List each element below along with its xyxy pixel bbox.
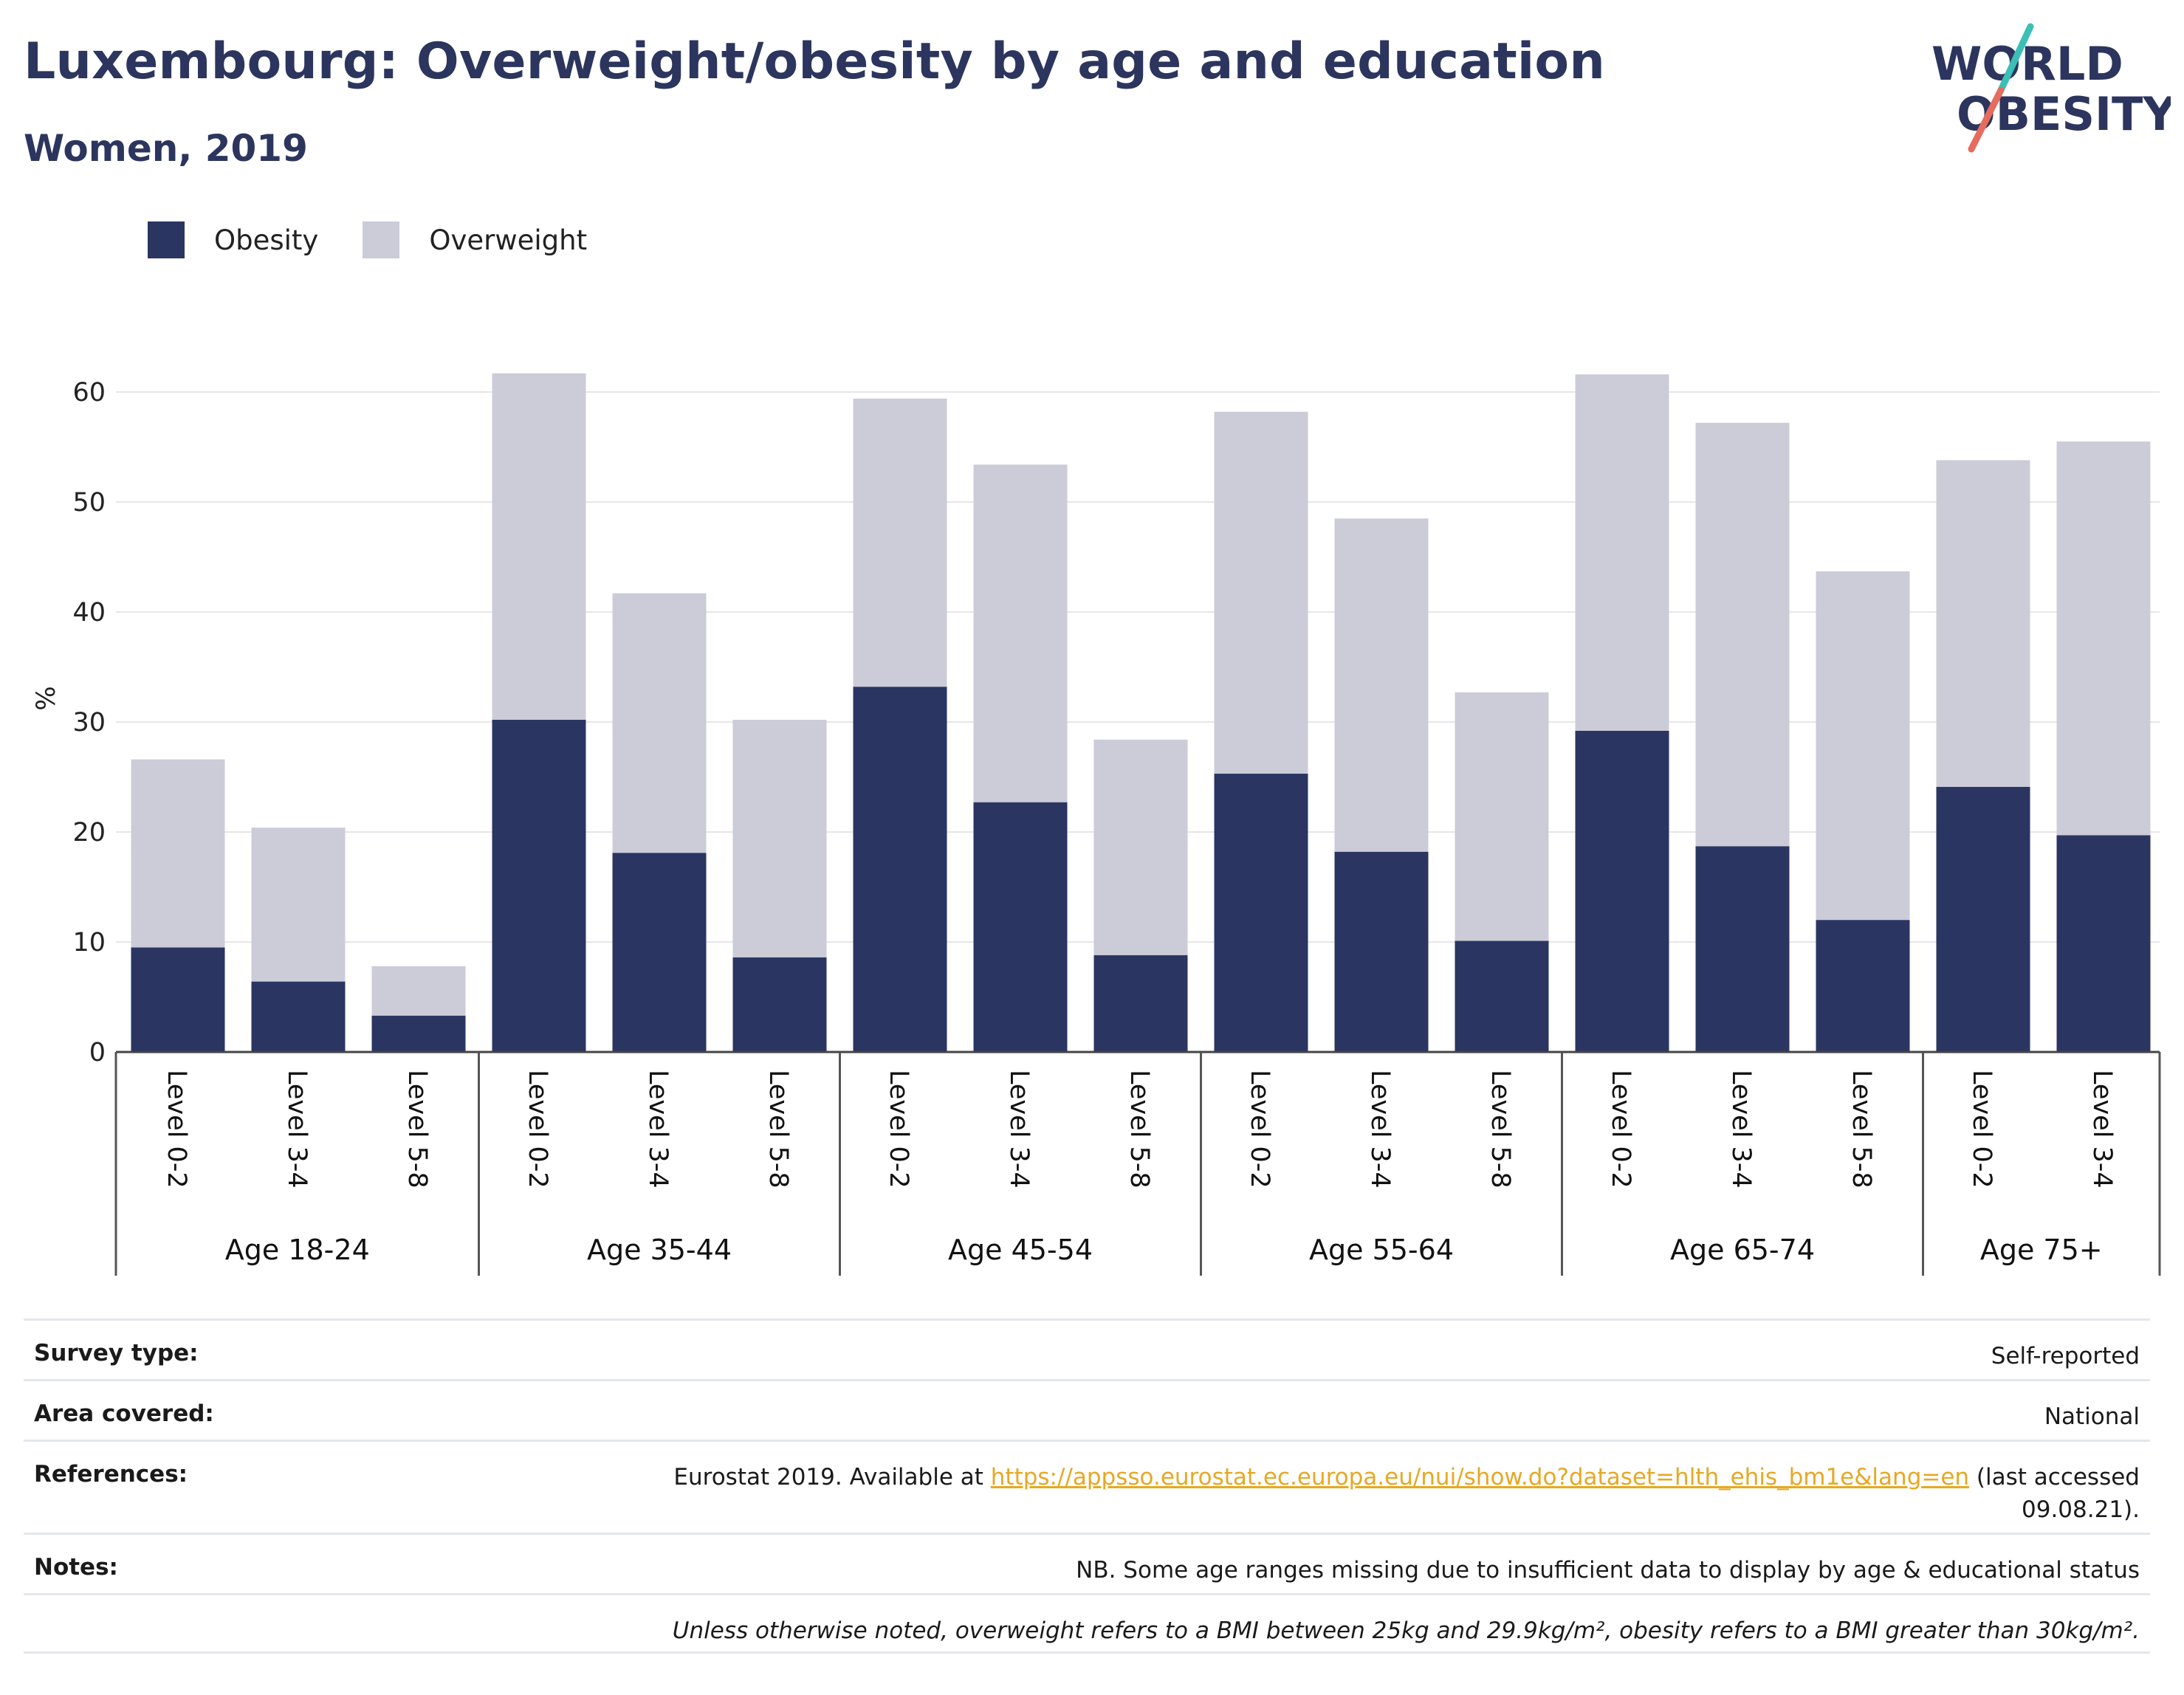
- x-category-label: Level 0-2: [884, 1070, 913, 1189]
- bar-overweight: [1936, 460, 2030, 787]
- x-group-label: Age 75+: [1980, 1234, 2103, 1266]
- chart-legend: Obesity Overweight: [148, 220, 631, 260]
- bar-overweight: [371, 966, 466, 1016]
- bar-obesity: [1816, 920, 1910, 1052]
- references-label: References:: [34, 1461, 188, 1488]
- notes-label: Notes:: [34, 1554, 118, 1581]
- y-tick-label: 10: [72, 928, 106, 957]
- logo-word-world: WORLD: [1931, 37, 2123, 91]
- bar-obesity: [1334, 851, 1429, 1052]
- bar-overweight: [1214, 411, 1308, 774]
- bars: [131, 373, 2151, 1052]
- x-category-label: Level 3-4: [282, 1070, 312, 1189]
- legend-label-overweight: Overweight: [429, 224, 588, 256]
- bar-obesity: [732, 957, 827, 1052]
- y-tick-label: 60: [72, 378, 106, 408]
- x-group-label: Age 45-54: [948, 1234, 1093, 1266]
- x-category-label: Level 5-8: [763, 1070, 793, 1189]
- bar-overweight: [612, 593, 707, 853]
- references-link[interactable]: https://appsso.eurostat.ec.europa.eu/nui…: [990, 1464, 1970, 1491]
- axes: 0 10 20 30 40 50 60 Level 0-2 Level 3-4 Level 5-8…: [72, 378, 2161, 1276]
- references-suffix: (last accessed 09.08.21).: [1969, 1464, 2140, 1523]
- x-category-label: Level 0-2: [1967, 1070, 1996, 1189]
- x-category-label: Level 0-2: [162, 1070, 191, 1189]
- x-group-label: Age 35-44: [587, 1234, 732, 1266]
- x-group-label: Age 18-24: [225, 1234, 370, 1266]
- y-axis-label: %: [32, 686, 61, 710]
- x-category-label: Level 0-2: [523, 1070, 552, 1189]
- bar-overweight: [131, 759, 225, 948]
- x-group-label: Age 55-64: [1309, 1234, 1454, 1266]
- notes-value: NB. Some age ranges missing due to insuf…: [1076, 1557, 2140, 1584]
- stacked-bar-chart: 0 10 20 30 40 50 60 Level 0-2 Level 3-4 Level 5-8…: [32, 373, 2161, 1276]
- x-category-label: Level 5-8: [402, 1070, 432, 1189]
- bar-obesity: [973, 802, 1068, 1052]
- bar-obesity: [492, 720, 586, 1052]
- bar-overweight: [1575, 374, 1669, 731]
- legend-item-obesity[interactable]: Obesity: [148, 221, 318, 258]
- legend-item-overweight[interactable]: Overweight: [363, 221, 587, 258]
- x-group-label: Age 65-74: [1670, 1234, 1815, 1266]
- bar-overweight: [1093, 739, 1188, 955]
- x-category-label: Level 5-8: [1847, 1070, 1876, 1189]
- bar-obesity: [853, 687, 947, 1052]
- bar-overweight: [853, 398, 947, 687]
- survey-type-label: Survey type:: [34, 1340, 199, 1366]
- x-category-label: Level 3-4: [2087, 1070, 2117, 1189]
- bar-obesity: [612, 853, 707, 1052]
- info-row-survey-type: Survey type: Self-reported: [24, 1318, 2150, 1379]
- x-category-label: Level 5-8: [1486, 1070, 1515, 1189]
- bar-overweight: [732, 720, 827, 957]
- info-row-references: References: Eurostat 2019. Available at …: [24, 1440, 2150, 1533]
- x-category-label: Level 3-4: [1004, 1070, 1034, 1189]
- legend-swatch-obesity: [148, 221, 185, 258]
- bar-obesity: [371, 1015, 466, 1052]
- x-category-label: Level 0-2: [1606, 1070, 1635, 1189]
- survey-type-value: Self-reported: [1991, 1343, 2140, 1369]
- references-prefix: Eurostat 2019. Available at: [673, 1464, 991, 1491]
- y-tick-label: 40: [72, 598, 106, 628]
- bar-overweight: [1816, 571, 1910, 921]
- references-value: Eurostat 2019. Available at https://apps…: [589, 1461, 2140, 1526]
- info-row-area-covered: Area covered: National: [24, 1379, 2150, 1440]
- bar-overweight: [492, 373, 586, 721]
- y-tick-label: 0: [89, 1038, 106, 1067]
- x-category-label: Level 0-2: [1245, 1070, 1274, 1189]
- logo-slash-bottom: [1968, 86, 2005, 153]
- bar-obesity: [1695, 846, 1790, 1052]
- world-obesity-logo: WORLD OBESITY: [1931, 23, 2171, 153]
- x-category-label: Level 3-4: [643, 1070, 673, 1189]
- bar-obesity: [2056, 835, 2151, 1052]
- legend-label-obesity: Obesity: [214, 224, 319, 256]
- x-category-label: Level 5-8: [1124, 1070, 1154, 1189]
- chart-subtitle: Women, 2019: [24, 127, 308, 170]
- y-tick-label: 20: [72, 818, 106, 848]
- chart-title: Luxembourg: Overweight/obesity by age an…: [24, 32, 1605, 91]
- bar-obesity: [1214, 774, 1308, 1052]
- bar-overweight: [973, 464, 1068, 802]
- info-row-notes: Notes: NB. Some age ranges missing due t…: [24, 1533, 2150, 1593]
- info-row-definition: Unless otherwise noted, overweight refer…: [24, 1593, 2150, 1654]
- bar-overweight: [1334, 518, 1429, 852]
- bar-overweight: [1695, 422, 1790, 847]
- legend-swatch-overweight: [363, 221, 400, 258]
- area-covered-label: Area covered:: [34, 1400, 214, 1427]
- x-category-label: Level 3-4: [1365, 1070, 1395, 1189]
- bar-obesity: [251, 981, 346, 1052]
- bar-obesity: [1936, 786, 2030, 1052]
- bar-overweight: [1455, 692, 1549, 941]
- info-table: Survey type: Self-reported Area covered:…: [24, 1318, 2150, 1654]
- definition-value: Unless otherwise noted, overweight refer…: [672, 1617, 2140, 1644]
- x-category-label: Level 3-4: [1726, 1070, 1756, 1189]
- y-tick-label: 50: [72, 488, 106, 518]
- bar-obesity: [1575, 730, 1669, 1052]
- bar-overweight: [251, 828, 346, 982]
- bar-obesity: [131, 947, 225, 1052]
- logo-slash-top: [1997, 23, 2034, 94]
- y-tick-label: 30: [72, 708, 106, 738]
- area-covered-value: National: [2044, 1403, 2140, 1430]
- bar-overweight: [2056, 441, 2151, 836]
- bar-obesity: [1093, 955, 1188, 1052]
- bar-obesity: [1455, 941, 1549, 1052]
